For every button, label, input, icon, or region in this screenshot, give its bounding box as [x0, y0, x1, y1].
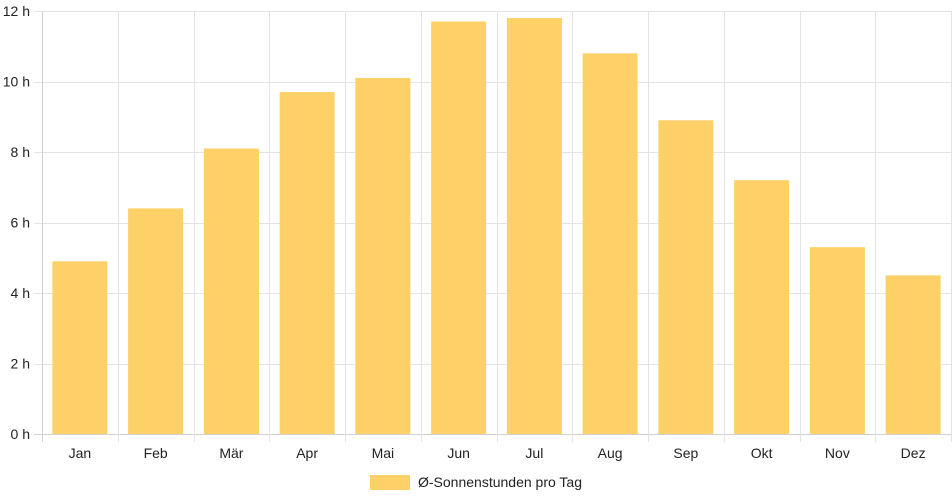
y-tick-label: 2 h: [11, 356, 30, 372]
grid-layer: [34, 11, 952, 442]
x-tick-label: Feb: [144, 445, 168, 461]
y-tick-label: 0 h: [11, 426, 30, 442]
x-tick-label: Dez: [901, 445, 926, 461]
bar-dez[interactable]: [885, 275, 941, 434]
x-axis-ticks: Jan Feb Mär Apr Mai Jun Jul Aug Sep Okt Nov Dez: [69, 445, 926, 461]
x-tick-label: Mär: [219, 445, 243, 461]
x-tick-label: Mai: [372, 445, 395, 461]
y-tick-label: 12 h: [3, 3, 30, 19]
bar-jun[interactable]: [431, 21, 487, 434]
y-tick-label: 6 h: [11, 215, 30, 231]
bar-apr[interactable]: [279, 92, 335, 434]
x-tick-label: Aug: [598, 445, 623, 461]
y-tick-label: 8 h: [11, 144, 30, 160]
bar-jan[interactable]: [52, 261, 108, 434]
x-tick-label: Jun: [447, 445, 470, 461]
bar-sep[interactable]: [658, 120, 714, 435]
bar-aug[interactable]: [582, 53, 638, 435]
bar-mär[interactable]: [203, 148, 259, 434]
x-tick-label: Jul: [525, 445, 543, 461]
legend[interactable]: Ø-Sonnenstunden pro Tag: [370, 474, 582, 490]
bar-feb[interactable]: [128, 208, 184, 434]
x-tick-label: Jan: [69, 445, 92, 461]
bars: [52, 18, 941, 435]
bar-okt[interactable]: [734, 180, 790, 434]
bar-jul[interactable]: [506, 18, 562, 435]
x-tick-label: Nov: [825, 445, 850, 461]
x-tick-label: Apr: [296, 445, 318, 461]
y-tick-label: 10 h: [3, 74, 30, 90]
y-axis-ticks: 0 h 2 h 4 h 6 h 8 h 10 h 12 h: [3, 3, 30, 442]
y-tick-label: 4 h: [11, 285, 30, 301]
legend-label: Ø-Sonnenstunden pro Tag: [418, 474, 582, 490]
x-tick-label: Okt: [751, 445, 773, 461]
legend-swatch: [370, 475, 410, 490]
x-tick-label: Sep: [673, 445, 698, 461]
bar-nov[interactable]: [809, 247, 865, 434]
bar-mai[interactable]: [355, 77, 411, 434]
